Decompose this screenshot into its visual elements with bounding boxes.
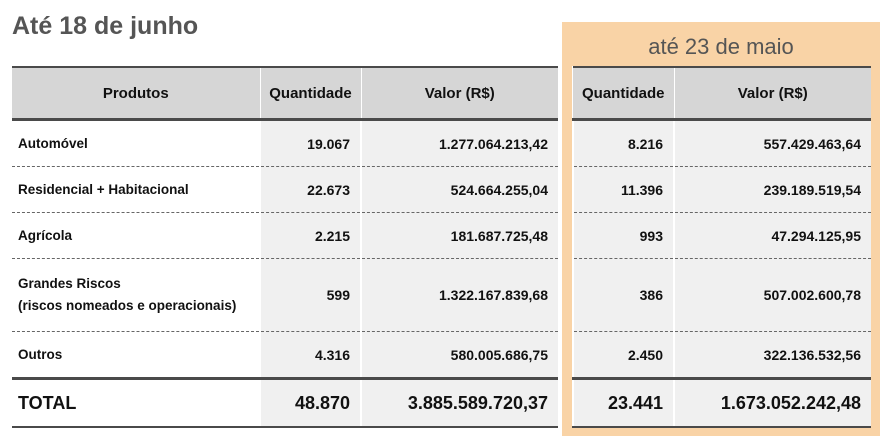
- total-valor: 3.885.589.720,37: [360, 378, 558, 428]
- table-row: Automóvel 19.067 1.277.064.213,42: [12, 119, 558, 167]
- total-label: TOTAL: [12, 378, 260, 428]
- row-valor: 1.277.064.213,42: [360, 119, 558, 167]
- row-quantidade: 22.673: [259, 166, 361, 213]
- row-quantidade: 386: [572, 258, 674, 332]
- header-produtos: Produtos: [12, 66, 261, 121]
- total-valor: 1.673.052.242,48: [673, 378, 871, 428]
- row-quantidade: 11.396: [572, 166, 674, 213]
- table-row: Agrícola 2.215 181.687.725,48: [12, 212, 558, 259]
- header-quantidade: Quantidade: [573, 66, 675, 121]
- row-quantidade: 599: [259, 258, 361, 332]
- table-row: 386 507.002.600,78: [572, 258, 871, 332]
- table-left: Produtos Quantidade Valor (R$) Automóvel…: [12, 66, 558, 428]
- row-label: Outros: [12, 331, 260, 380]
- table-row: Outros 4.316 580.005.686,75: [12, 331, 558, 380]
- row-label: Automóvel: [12, 119, 260, 167]
- header-valor: Valor (R$): [674, 66, 871, 121]
- row-label: Agrícola: [12, 212, 260, 259]
- row-valor: 181.687.725,48: [360, 212, 558, 259]
- row-valor: 322.136.532,56: [673, 331, 871, 380]
- row-valor: 47.294.125,95: [673, 212, 871, 259]
- table-left-header: Produtos Quantidade Valor (R$): [12, 66, 558, 121]
- total-quantidade: 48.870: [259, 378, 361, 428]
- row-label: Residencial + Habitacional: [12, 166, 260, 213]
- table-row: 993 47.294.125,95: [572, 212, 871, 259]
- row-quantidade: 19.067: [259, 119, 361, 167]
- row-valor: 557.429.463,64: [673, 119, 871, 167]
- row-label: Grandes Riscos (riscos nomeados e operac…: [12, 258, 260, 332]
- header-quantidade: Quantidade: [260, 66, 362, 121]
- total-quantidade: 23.441: [572, 378, 674, 428]
- row-quantidade: 993: [572, 212, 674, 259]
- table-row: 2.450 322.136.532,56: [572, 331, 871, 380]
- total-row: 23.441 1.673.052.242,48: [572, 378, 871, 428]
- row-valor: 239.189.519,54: [673, 166, 871, 213]
- row-valor: 1.322.167.839,68: [360, 258, 558, 332]
- row-quantidade: 8.216: [572, 119, 674, 167]
- row-valor: 580.005.686,75: [360, 331, 558, 380]
- title-right: até 23 de maio: [648, 34, 794, 59]
- table-right-header: Quantidade Valor (R$): [573, 66, 871, 121]
- row-quantidade: 2.215: [259, 212, 361, 259]
- header-valor: Valor (R$): [361, 66, 558, 121]
- title-left: Até 18 de junho: [12, 12, 199, 40]
- row-quantidade: 4.316: [259, 331, 361, 380]
- table-row: Grandes Riscos (riscos nomeados e operac…: [12, 258, 558, 332]
- table-right: Quantidade Valor (R$) 8.216 557.429.463,…: [572, 66, 871, 428]
- table-row: 8.216 557.429.463,64: [572, 119, 871, 167]
- total-row: TOTAL 48.870 3.885.589.720,37: [12, 378, 558, 428]
- row-valor: 507.002.600,78: [673, 258, 871, 332]
- row-quantidade: 2.450: [572, 331, 674, 380]
- table-row: 11.396 239.189.519,54: [572, 166, 871, 213]
- table-row: Residencial + Habitacional 22.673 524.66…: [12, 166, 558, 213]
- row-valor: 524.664.255,04: [360, 166, 558, 213]
